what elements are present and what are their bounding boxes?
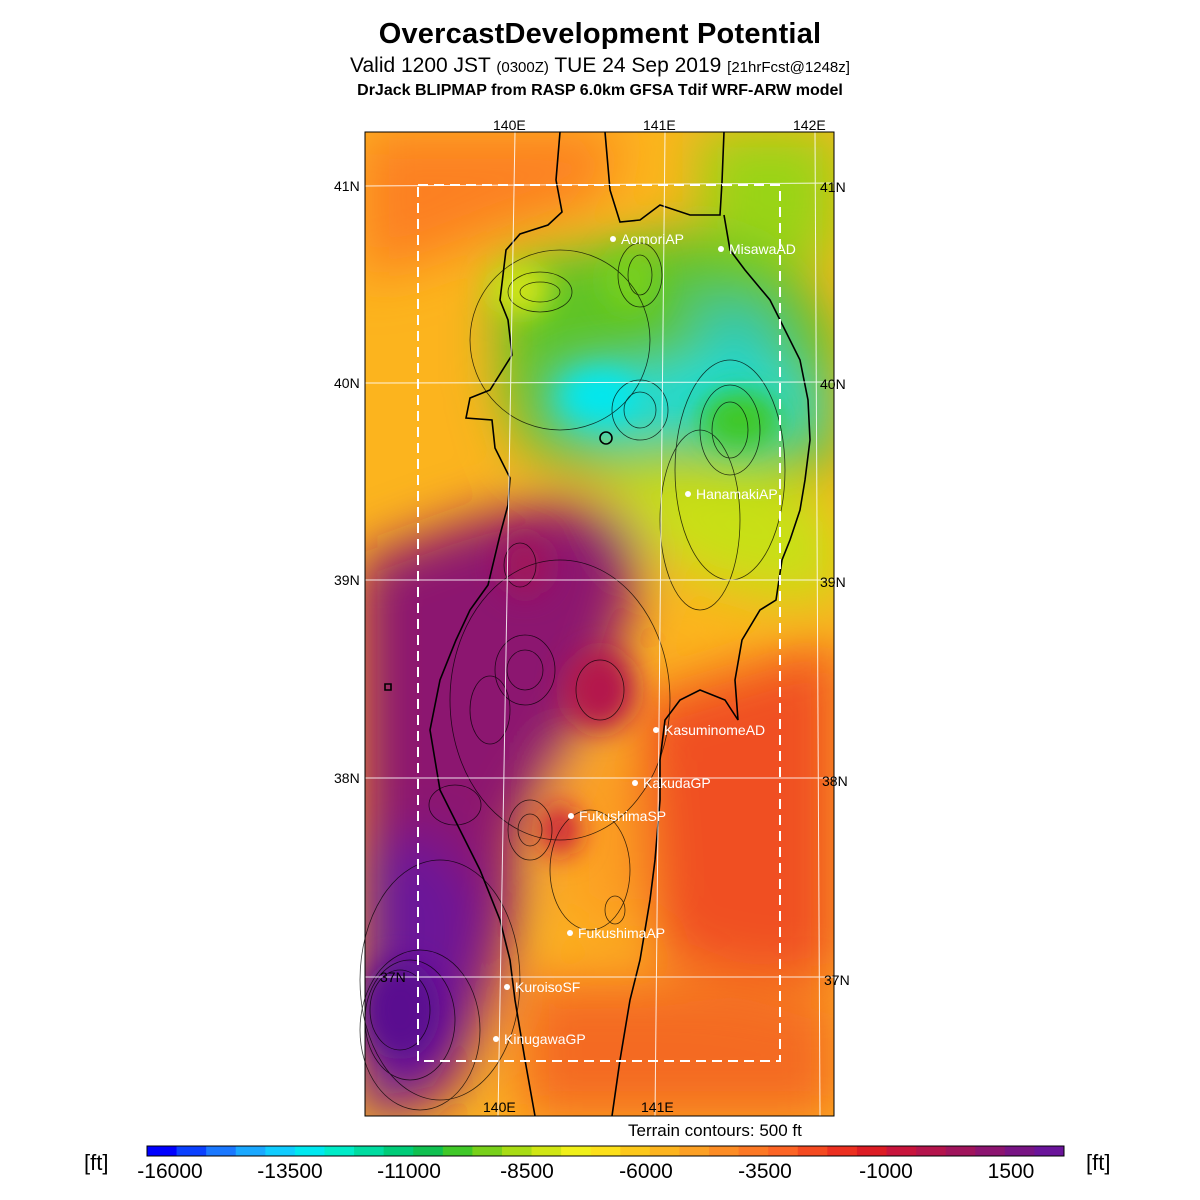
- colorbar-swatch: [1034, 1146, 1065, 1156]
- colorbar-swatch: [620, 1146, 651, 1156]
- lat-label-left-41: 41N: [334, 178, 360, 194]
- station-dot: [610, 236, 616, 242]
- colorbar-unit-left: [ft]: [84, 1150, 109, 1175]
- colorbar-unit-right: [ft]: [1086, 1150, 1111, 1175]
- lat-label-left-38: 38N: [334, 770, 360, 786]
- colorbar: [146, 1145, 1065, 1157]
- lat-label-left-40: 40N: [334, 375, 360, 391]
- colorbar-swatch: [442, 1146, 473, 1156]
- colorbar-swatch: [147, 1146, 177, 1156]
- colorbar-swatch: [590, 1146, 621, 1156]
- colorbar-swatch: [1004, 1146, 1035, 1156]
- terrain-contour-note: Terrain contours: 500 ft: [628, 1121, 802, 1140]
- valid-prefix: Valid 1200 JST: [350, 54, 491, 77]
- station-label: KuroisoSF: [515, 979, 580, 995]
- colorbar-tick-label: 1500: [987, 1160, 1035, 1183]
- colorbar-swatch: [916, 1146, 947, 1156]
- lat-label-inside-37: 37N: [380, 969, 406, 985]
- colorbar-tick-label: -6000: [619, 1160, 673, 1183]
- colorbar-swatch: [679, 1146, 710, 1156]
- colorbar-tick-label: -16000: [137, 1160, 203, 1183]
- colorbar-swatch: [649, 1146, 680, 1156]
- colorbar-swatch: [294, 1146, 325, 1156]
- forecast-field: [365, 132, 834, 1116]
- colorbar-swatch: [768, 1146, 799, 1156]
- colorbar-tick-label: -11000: [377, 1160, 441, 1183]
- colorbar-swatch: [324, 1146, 355, 1156]
- lat-label-right-40: 40N: [820, 376, 846, 392]
- lon-label-top-142: 142E: [793, 117, 826, 133]
- colorbar-tick-label: -1000: [859, 1160, 913, 1183]
- colorbar-swatch: [531, 1146, 562, 1156]
- station-label: FukushimaSP: [579, 808, 666, 824]
- station-dot: [568, 813, 574, 819]
- station-dot: [567, 930, 573, 936]
- colorbar-swatch: [856, 1146, 887, 1156]
- colorbar-swatch: [738, 1146, 769, 1156]
- station-label: KakudaGP: [643, 775, 711, 791]
- lon-label-top-140: 140E: [493, 117, 526, 133]
- colorbar-swatch: [945, 1146, 976, 1156]
- station-label: MisawaAD: [729, 241, 796, 257]
- lat-label-right-37: 37N: [824, 972, 850, 988]
- station-dot: [504, 984, 510, 990]
- colorbar-swatch: [206, 1146, 237, 1156]
- map-title: OvercastDevelopment Potential: [378, 18, 822, 50]
- valid-utc: (0300Z): [496, 59, 549, 76]
- station-label: KasuminomeAD: [664, 722, 765, 738]
- model-info: DrJack BLIPMAP from RASP 6.0km GFSA Tdif…: [357, 82, 843, 99]
- colorbar-swatch: [176, 1146, 207, 1156]
- station-dot: [493, 1036, 499, 1042]
- colorbar-swatch: [561, 1146, 592, 1156]
- colorbar-swatch: [472, 1146, 503, 1156]
- station-dot: [653, 727, 659, 733]
- colorbar-swatch: [886, 1146, 917, 1156]
- lat-label-right-41: 41N: [820, 179, 846, 195]
- station-label: KinugawaGP: [504, 1031, 586, 1047]
- colorbar-tick-label: -8500: [500, 1160, 554, 1183]
- colorbar-swatch: [975, 1146, 1006, 1156]
- station-label: FukushimaAP: [578, 925, 665, 941]
- colorbar-swatch: [265, 1146, 296, 1156]
- colorbar-swatch: [827, 1146, 858, 1156]
- station-dot: [632, 780, 638, 786]
- colorbar-swatch: [354, 1146, 385, 1156]
- colorbar-swatch: [413, 1146, 444, 1156]
- colorbar-swatch: [501, 1146, 532, 1156]
- colorbar-swatch: [383, 1146, 414, 1156]
- valid-date: TUE 24 Sep 2019: [554, 54, 722, 77]
- station-label: HanamakiAP: [696, 486, 778, 502]
- station-dot: [685, 491, 691, 497]
- valid-time-line: Valid 1200 JST (0300Z) TUE 24 Sep 2019 […: [0, 54, 1200, 78]
- colorbar-tick-label: -3500: [738, 1160, 792, 1183]
- lon-label-top-141: 141E: [643, 117, 676, 133]
- lat-label-right-38: 38N: [822, 773, 848, 789]
- graticule: [364, 131, 835, 1117]
- colorbar-frame: [146, 1145, 1065, 1157]
- station-dot: [718, 246, 724, 252]
- forecast-info: [21hrFcst@1248z]: [727, 59, 850, 76]
- colorbar-swatch: [797, 1146, 828, 1156]
- lon-label-bottom-140: 140E: [483, 1099, 516, 1115]
- station-label: AomoriAP: [621, 231, 684, 247]
- lon-label-bottom-141: 141E: [641, 1099, 674, 1115]
- lat-label-right-39: 39N: [820, 574, 846, 590]
- domain-box: [417, 184, 781, 1062]
- terrain-contours: [359, 242, 786, 1111]
- colorbar-swatch: [235, 1146, 266, 1156]
- lat-label-left-39: 39N: [334, 572, 360, 588]
- colorbar-tick-label: -13500: [257, 1160, 323, 1183]
- map-frame: [364, 131, 835, 1117]
- colorbar-swatch: [709, 1146, 740, 1156]
